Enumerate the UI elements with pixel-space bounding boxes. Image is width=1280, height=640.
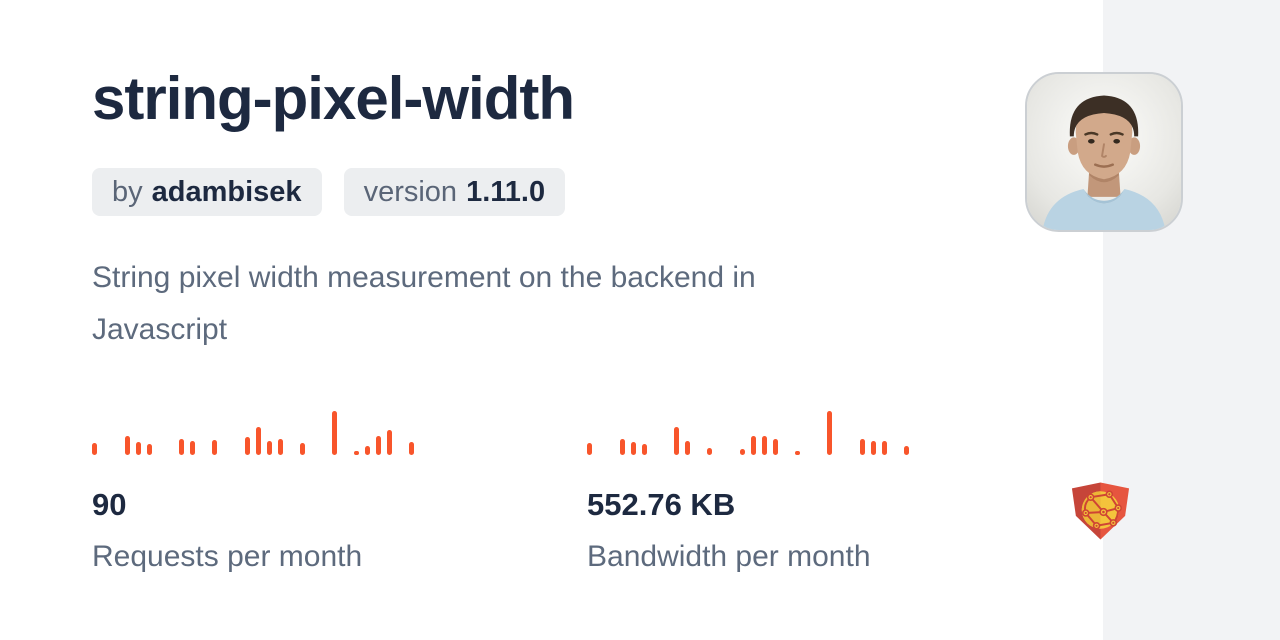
spark-bar bbox=[641, 444, 647, 455]
author-badge: by adambisek bbox=[92, 168, 322, 216]
spark-bar bbox=[619, 439, 625, 455]
spark-bar bbox=[244, 437, 250, 455]
spark-bar bbox=[870, 441, 876, 455]
version-badge: version 1.11.0 bbox=[343, 168, 566, 216]
package-title: string-pixel-width bbox=[92, 65, 575, 132]
spark-bar bbox=[707, 448, 713, 455]
spark-bar bbox=[299, 443, 305, 455]
spark-bar bbox=[739, 449, 745, 455]
spark-bar bbox=[630, 442, 636, 455]
spark-bar bbox=[860, 439, 866, 455]
spark-bar bbox=[772, 439, 778, 455]
version-number: 1.11.0 bbox=[466, 175, 546, 208]
requests-label: Requests per month bbox=[92, 540, 363, 573]
spark-bar bbox=[386, 430, 392, 455]
spark-bar bbox=[408, 442, 414, 455]
spark-bar bbox=[365, 446, 371, 455]
spark-bar bbox=[135, 442, 141, 455]
spark-bar bbox=[146, 444, 152, 455]
spark-bar bbox=[761, 436, 767, 455]
spark-bar bbox=[190, 441, 196, 455]
avatar-photo-illustration bbox=[1027, 74, 1181, 230]
author-name: adambisek bbox=[151, 175, 302, 208]
package-description: String pixel width measurement on the ba… bbox=[92, 261, 756, 346]
bandwidth-sparkline-chart bbox=[587, 405, 909, 455]
shield-globe-icon bbox=[1071, 482, 1130, 540]
requests-count: 90 bbox=[92, 487, 127, 522]
spark-bar bbox=[794, 451, 800, 455]
spark-bar bbox=[587, 443, 592, 455]
author-prefix-label: by bbox=[112, 175, 143, 208]
requests-sparkline-chart bbox=[92, 405, 414, 455]
version-prefix-label: version bbox=[363, 175, 458, 208]
spark-bar bbox=[212, 440, 218, 455]
spark-bar bbox=[179, 439, 185, 455]
spark-bar bbox=[685, 441, 691, 455]
spark-bar bbox=[674, 427, 680, 455]
spark-bar bbox=[124, 436, 130, 455]
jsdelivr-logo-icon bbox=[1068, 480, 1133, 542]
spark-bar bbox=[332, 411, 338, 455]
author-avatar bbox=[1025, 72, 1183, 232]
spark-bar bbox=[903, 446, 909, 455]
spark-bar bbox=[92, 443, 97, 455]
stat-column-bandwidth: 552.76 KB Bandwidth per month bbox=[587, 405, 1082, 575]
spark-bar bbox=[750, 436, 756, 455]
spark-bar bbox=[266, 441, 272, 455]
badge-row: by adambisek version 1.11.0 bbox=[92, 168, 1103, 216]
bandwidth-amount: 552.76 KB bbox=[587, 487, 736, 522]
spark-bar bbox=[255, 427, 261, 455]
spark-bar bbox=[277, 439, 283, 455]
spark-bar bbox=[881, 441, 887, 455]
spark-bar bbox=[354, 451, 360, 455]
stat-column-requests: 90 Requests per month bbox=[92, 405, 587, 575]
spark-bar bbox=[375, 436, 381, 455]
spark-bar bbox=[827, 411, 833, 455]
bandwidth-label: Bandwidth per month bbox=[587, 540, 871, 573]
package-card: string-pixel-width by adambisek version … bbox=[92, 65, 1103, 575]
stats-row: 90 Requests per month 552.76 KB Bandwidt… bbox=[92, 405, 1103, 575]
